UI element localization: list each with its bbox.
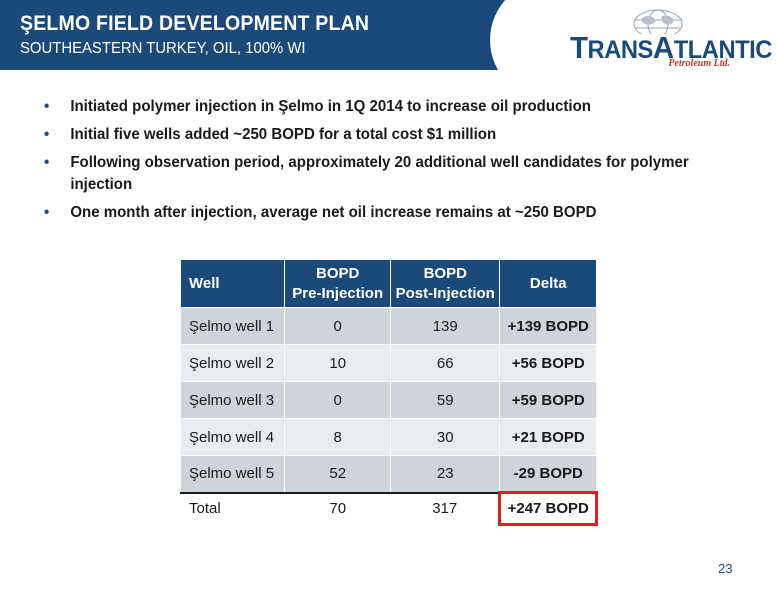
- header-curve: [490, 0, 610, 100]
- header-post-injection: BOPD Post-Injection: [389, 259, 501, 308]
- cell-post: 139: [389, 307, 501, 345]
- header-pre-line1: BOPD: [316, 264, 360, 282]
- bullet-item: One month after injection, average net o…: [44, 202, 702, 224]
- header-post-line2: Post-Injection: [395, 284, 495, 302]
- page-subtitle: SOUTHEASTERN TURKEY, OIL, 100% WI: [20, 40, 306, 57]
- cell-well: Şelmo well 2: [179, 344, 286, 382]
- header-pre-injection: BOPD Pre-Injection: [284, 259, 391, 308]
- table-total-row: Total 70 317 +247 BOPD: [179, 491, 598, 526]
- cell-pre: 10: [284, 344, 391, 382]
- cell-total-post: 317: [389, 491, 501, 525]
- table-row: Şelmo well 5 52 23 -29 BOPD: [179, 455, 597, 493]
- header-band: [0, 0, 544, 70]
- cell-pre: 52: [284, 455, 391, 493]
- table-row: Şelmo well 2 10 66 +56 BOPD: [179, 344, 597, 382]
- bullet-list: Initiated polymer injection in Şelmo in …: [44, 96, 744, 230]
- table-row: Şelmo well 3 0 59 +59 BOPD: [179, 381, 597, 419]
- cell-pre: 8: [284, 418, 391, 456]
- cell-well: Şelmo well 3: [179, 381, 286, 419]
- cell-well: Şelmo well 1: [179, 307, 286, 345]
- cell-total-label: Total: [179, 491, 286, 525]
- cell-pre: 0: [284, 381, 391, 419]
- page-title: ŞELMO FIELD DEVELOPMENT PLAN: [20, 12, 370, 35]
- header-well: Well: [179, 259, 286, 308]
- cell-delta: +21 BOPD: [499, 418, 597, 456]
- company-logo: TRANSATLANTIC Petroleum Ltd.: [570, 8, 772, 69]
- bullet-item: Following observation period, approximat…: [44, 152, 702, 196]
- table-row: Şelmo well 4 8 30 +21 BOPD: [179, 418, 597, 456]
- cell-post: 30: [389, 418, 501, 456]
- bullet-item: Initiated polymer injection in Şelmo in …: [44, 96, 702, 118]
- cell-total-pre: 70: [284, 491, 391, 525]
- logo-wordmark: TRANSATLANTIC: [570, 30, 772, 65]
- cell-delta: +139 BOPD: [499, 307, 597, 345]
- table-header-row: Well BOPD Pre-Injection BOPD Post-Inject…: [179, 259, 597, 308]
- cell-delta: +59 BOPD: [499, 381, 597, 419]
- cell-well: Şelmo well 5: [179, 455, 286, 493]
- cell-post: 59: [389, 381, 501, 419]
- globe-icon: [633, 9, 683, 34]
- cell-well: Şelmo well 4: [179, 418, 286, 456]
- cell-post: 23: [389, 455, 501, 493]
- bullet-item: Initial five wells added ~250 BOPD for a…: [44, 124, 702, 146]
- table-row: Şelmo well 1 0 139 +139 BOPD: [179, 307, 597, 345]
- header-pre-line2: Pre-Injection: [292, 284, 384, 302]
- header-delta: Delta: [499, 259, 597, 308]
- cell-post: 66: [389, 344, 501, 382]
- logo-tagline: Petroleum Ltd.: [668, 58, 730, 69]
- well-production-table: Well BOPD Pre-Injection BOPD Post-Inject…: [179, 259, 598, 526]
- cell-total-delta-highlighted: +247 BOPD: [498, 491, 598, 526]
- cell-pre: 0: [284, 307, 391, 345]
- header-post-line1: BOPD: [423, 264, 467, 282]
- cell-delta: -29 BOPD: [499, 455, 597, 493]
- page-number: 23: [718, 561, 733, 576]
- cell-delta: +56 BOPD: [499, 344, 597, 382]
